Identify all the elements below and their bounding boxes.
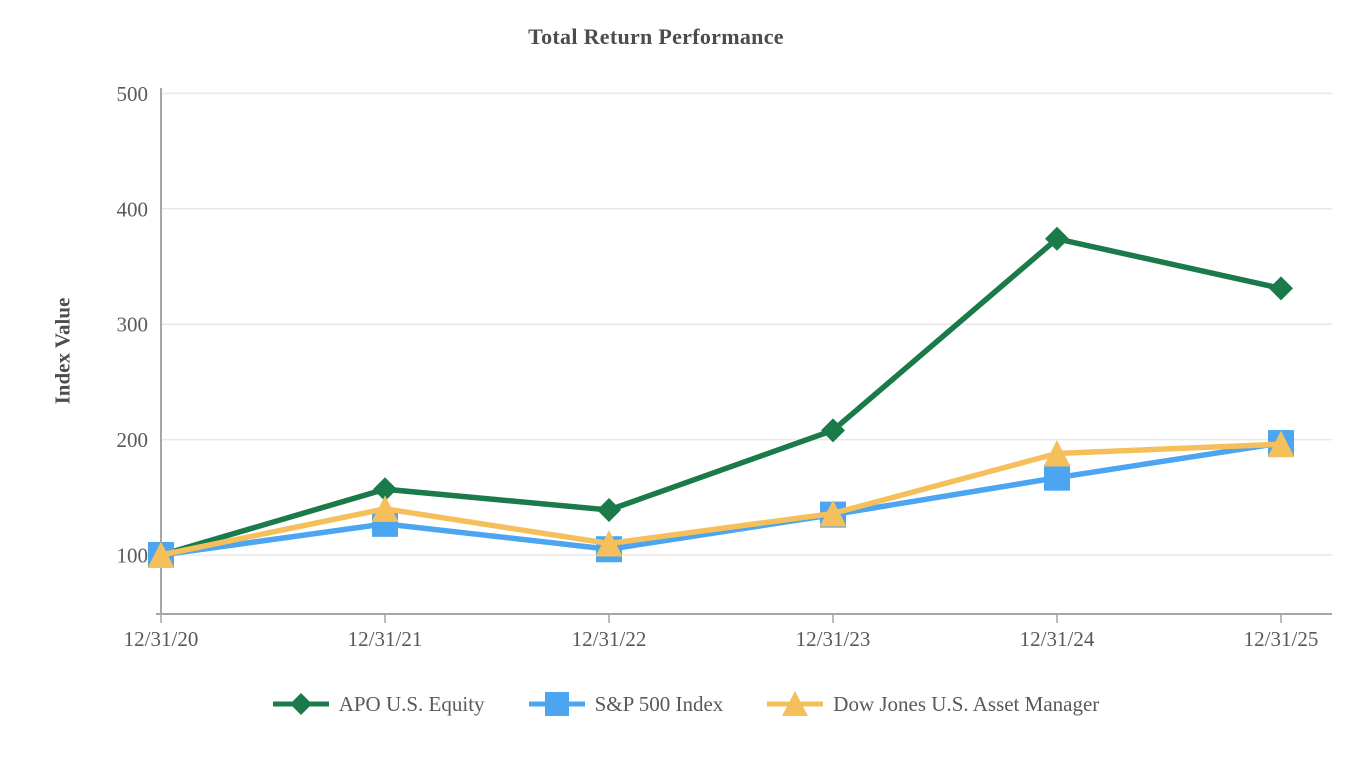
x-tick-label-0: 12/31/20 [124,627,199,651]
y-tick-label-100: 100 [117,544,149,568]
legend-marker-diamond-icon [272,693,329,715]
series-0-marker-5 [1269,276,1293,301]
series-line-2 [160,441,1282,558]
diamond-shape [289,693,312,715]
y-tick-label-500: 500 [117,82,149,106]
chart-legend: APO U.S. Equity S&P 500 Index Dow Jones … [0,690,1360,718]
legend-marker-triangle-icon [767,691,824,716]
chart-title: Total Return Performance [528,24,784,49]
series-2-marker-4 [1043,439,1071,467]
series-2-marker-1 [371,495,399,522]
triangle-shape [782,691,809,716]
legend-label: S&P 500 Index [594,691,724,716]
y-tick-label-300: 300 [117,313,149,337]
x-tick-label-3: 12/31/23 [796,627,871,651]
x-tick-label-5: 12/31/25 [1244,627,1319,651]
series-0-marker-3 [821,418,845,443]
legend-label: Dow Jones U.S. Asset Manager [833,691,1100,716]
series-line-0 [160,235,1282,558]
series-0-marker-1 [373,477,397,502]
series-line-1 [160,440,1282,558]
y-tick-label-200: 200 [117,428,149,452]
legend-item-dow-jones-asset-manager: Dow Jones U.S. Asset Manager [765,690,1099,718]
legend-label: APO U.S. Equity [338,691,485,716]
square-shape [544,692,569,716]
x-tick-label-2: 12/31/22 [572,627,647,651]
x-tick-label-1: 12/31/21 [348,627,423,651]
series-2-marker-0 [147,541,175,568]
x-tick-label-4: 12/31/24 [1020,627,1095,651]
series-0-marker-2 [597,497,621,522]
legend-marker-square-icon [528,692,585,716]
series-0-marker-4 [1045,226,1069,251]
legend-item-apo-us-equity: APO U.S. Equity [271,690,485,718]
series-2-marker-5 [1267,430,1295,458]
series-1-marker-4 [1044,464,1070,491]
series-2-marker-3 [819,499,847,527]
legend-item-sp-500-index: S&P 500 Index [527,690,724,718]
y-tick-label-400: 400 [117,197,149,221]
series-2-marker-2 [595,529,623,557]
